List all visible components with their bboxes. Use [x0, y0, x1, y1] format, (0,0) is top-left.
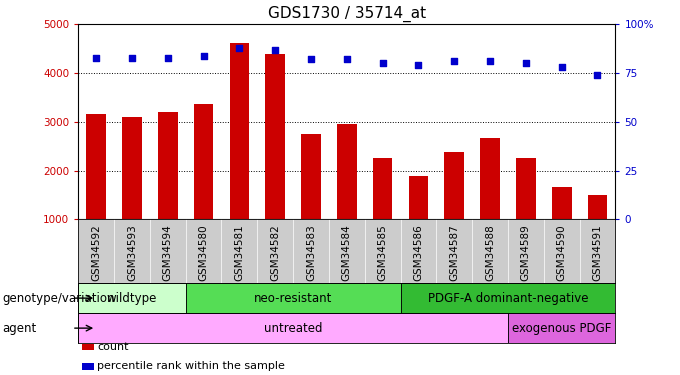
Bar	[552, 187, 571, 219]
Text: GSM34580: GSM34580	[199, 225, 209, 281]
Point	[270, 47, 281, 53]
Text: genotype/variation: genotype/variation	[2, 292, 114, 304]
Bar	[373, 158, 392, 219]
Bar	[301, 134, 321, 219]
Title: GDS1730 / 35714_at: GDS1730 / 35714_at	[268, 5, 426, 22]
Point	[90, 54, 101, 60]
Text: GSM34594: GSM34594	[163, 225, 173, 281]
Bar	[86, 114, 106, 219]
Point	[163, 54, 173, 60]
Point	[592, 72, 603, 78]
Bar	[409, 176, 428, 219]
Point	[413, 62, 424, 68]
Text: agent: agent	[2, 322, 36, 334]
Text: GSM34584: GSM34584	[342, 225, 352, 281]
Text: percentile rank within the sample: percentile rank within the sample	[97, 362, 285, 371]
Point	[485, 58, 496, 64]
Point	[198, 53, 209, 58]
Text: exogenous PDGF: exogenous PDGF	[512, 322, 611, 334]
Text: wildtype: wildtype	[107, 292, 157, 304]
Bar	[588, 195, 607, 219]
Text: GSM34585: GSM34585	[377, 225, 388, 281]
Text: GSM34591: GSM34591	[592, 225, 602, 281]
Bar	[265, 54, 285, 219]
Bar	[516, 158, 536, 219]
Bar	[508, 313, 615, 343]
Text: GSM34583: GSM34583	[306, 225, 316, 281]
Text: neo-resistant: neo-resistant	[254, 292, 333, 304]
Bar	[158, 112, 177, 219]
Bar	[401, 283, 615, 313]
Text: count: count	[97, 342, 129, 352]
Text: untreated: untreated	[264, 322, 322, 334]
Text: GSM34593: GSM34593	[127, 225, 137, 281]
Bar	[78, 313, 508, 343]
Point	[377, 60, 388, 66]
Text: GSM34589: GSM34589	[521, 225, 531, 281]
Bar	[78, 283, 186, 313]
Bar	[445, 152, 464, 219]
Point	[126, 54, 137, 60]
Bar	[337, 124, 356, 219]
Bar	[230, 43, 249, 219]
Bar	[194, 104, 214, 219]
Text: GSM34592: GSM34592	[91, 225, 101, 281]
Text: GSM34581: GSM34581	[235, 225, 244, 281]
Point	[449, 58, 460, 64]
Point	[305, 57, 316, 63]
Text: GSM34588: GSM34588	[485, 225, 495, 281]
Point	[520, 60, 531, 66]
Text: GSM34590: GSM34590	[557, 225, 566, 281]
Text: GSM34582: GSM34582	[270, 225, 280, 281]
Bar	[122, 117, 141, 219]
Text: GSM34586: GSM34586	[413, 225, 424, 281]
Point	[341, 57, 352, 63]
Point	[234, 45, 245, 51]
Bar	[186, 283, 401, 313]
Text: PDGF-A dominant-negative: PDGF-A dominant-negative	[428, 292, 588, 304]
Point	[556, 64, 567, 70]
Text: GSM34587: GSM34587	[449, 225, 459, 281]
Bar	[480, 138, 500, 219]
